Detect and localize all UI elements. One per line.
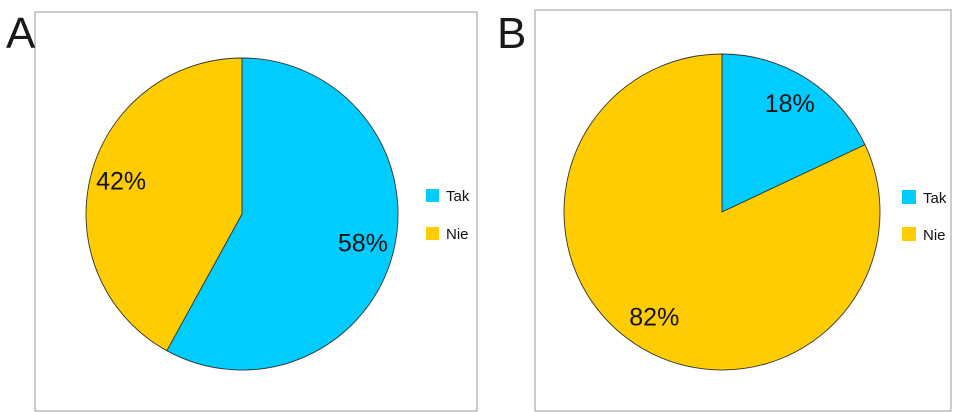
- legend-a: Tak Nie: [426, 188, 470, 243]
- legend-label-tak: Tak: [923, 190, 947, 207]
- legend-label-tak: Tak: [446, 188, 470, 205]
- pie-b-label-nie: 82%: [629, 303, 679, 331]
- legend-swatch-nie: [426, 227, 439, 240]
- pie-b-slice-tak: [721, 53, 866, 213]
- pie-chart-b: 18% 82%: [563, 53, 881, 371]
- panel-b: B 18% 82% Tak Nie: [497, 9, 952, 412]
- pie-a-slice-tak: [166, 57, 399, 371]
- panel-b-letter: B: [497, 9, 526, 58]
- pie-a-slice-nie: [85, 57, 243, 352]
- legend-swatch-tak: [426, 189, 439, 202]
- panel-a: A 58% 42% Tak Nie: [6, 9, 478, 412]
- legend-b: Tak Nie: [902, 190, 947, 244]
- legend-swatch-nie: [902, 227, 916, 241]
- legend-swatch-tak: [902, 190, 916, 204]
- legend-label-nie: Nie: [446, 226, 469, 243]
- pie-a-label-tak: 58%: [338, 230, 388, 258]
- pie-b-label-tak: 18%: [765, 90, 815, 118]
- pie-b-slice-nie: [563, 53, 881, 371]
- pie-a-label-nie: 42%: [96, 168, 146, 196]
- panel-a-letter: A: [6, 9, 36, 58]
- legend-label-nie: Nie: [923, 227, 946, 244]
- pie-chart-a: 58% 42%: [85, 57, 399, 371]
